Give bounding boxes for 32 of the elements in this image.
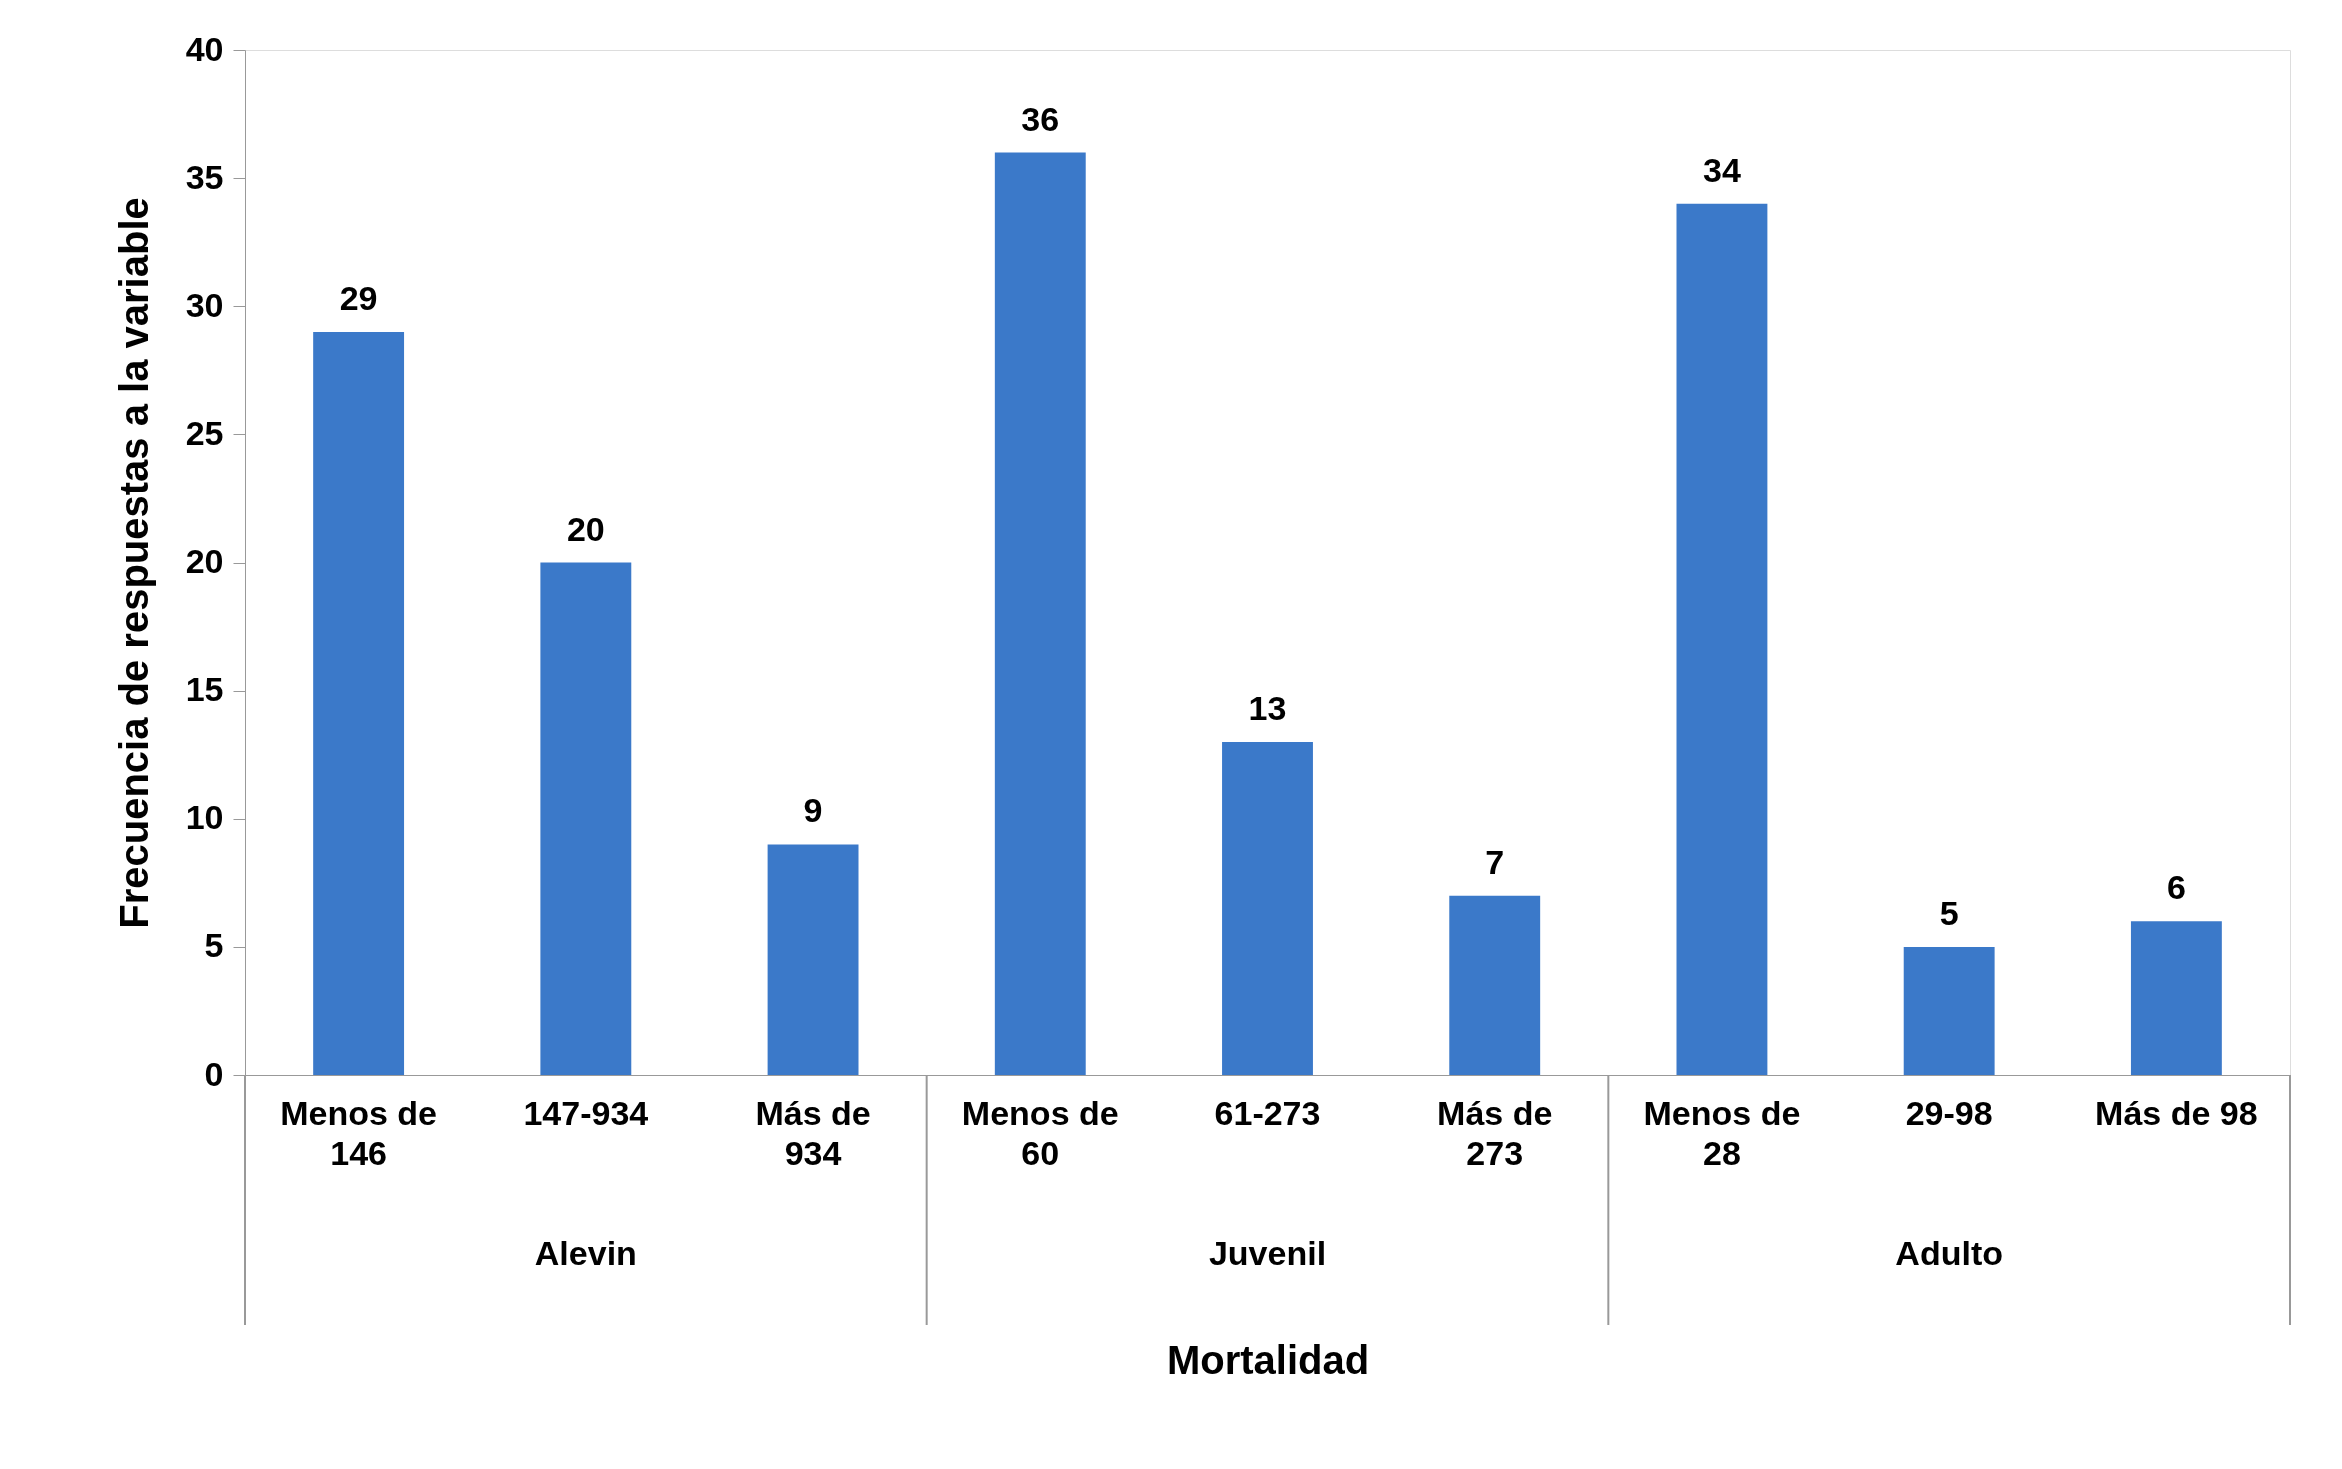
text: Adulto (1895, 1234, 2003, 1272)
x-tick-label: Más de 273 (1437, 1093, 1553, 1172)
data-label: 36 (1021, 99, 1060, 138)
y-tick-label: 15 (185, 670, 224, 709)
x-tick-label: 29-98 (1905, 1093, 1993, 1132)
y-tick-label: 35 (185, 157, 224, 196)
x-tick-label: 61-273 (1214, 1093, 1321, 1132)
y-tick-label: 20 (185, 542, 224, 580)
y-axis-title: Frecuencia de respuestas a la variable (111, 197, 156, 929)
data-label: 20 (566, 509, 605, 548)
data-label: 13 (1248, 688, 1287, 727)
x-axis-title: Mortalidad (1166, 1337, 1370, 1382)
data-label: 7 (1485, 842, 1505, 881)
data-label: 5 (1939, 893, 1959, 932)
y-tick-label: 25 (185, 413, 224, 452)
x-tick-label: Menos de 28 (1643, 1093, 1801, 1172)
y-tick-label: 0 (204, 1054, 224, 1093)
y-tick-label: 5 (204, 926, 224, 965)
y-tick-label: 40 (185, 29, 224, 68)
data-label: 34 (1703, 150, 1741, 189)
x-tick-label: Menos de 146 (280, 1093, 438, 1172)
data-label: 9 (803, 791, 823, 830)
y-tick-label: 10 (185, 798, 224, 837)
x-tick-label: Más de 934 (755, 1093, 871, 1172)
data-label: 6 (2166, 868, 2186, 907)
data-label: 29 (339, 278, 378, 317)
y-tick-label: 30 (185, 285, 224, 324)
text: Alevin (534, 1234, 637, 1272)
x-tick-label: Menos de 60 (961, 1093, 1119, 1172)
x-tick-label: 147-934 (523, 1093, 649, 1132)
text: Juvenil (1208, 1234, 1327, 1272)
x-tick-label: Más de 98 (2095, 1093, 2258, 1132)
